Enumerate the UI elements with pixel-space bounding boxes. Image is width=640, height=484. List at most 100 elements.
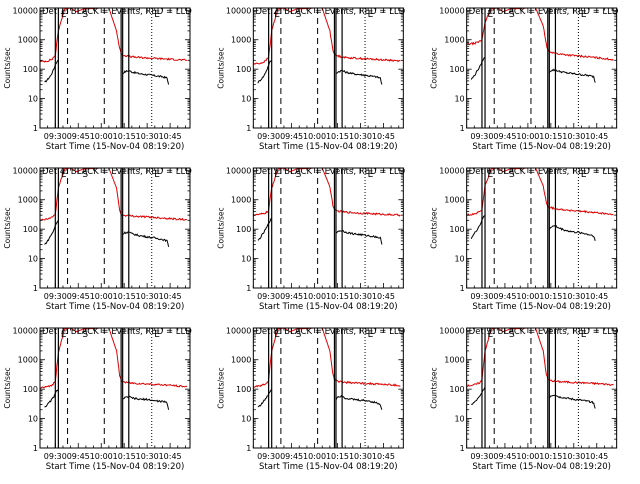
x-tick-label: 09:30 bbox=[44, 292, 67, 301]
x-tick-label: 10:30 bbox=[136, 292, 159, 301]
y-tick-label: 1 bbox=[246, 444, 251, 453]
x-tick-label: 09:30 bbox=[470, 292, 493, 301]
x-tick-label: 10:30 bbox=[136, 132, 159, 141]
y-tick-label: 10 bbox=[28, 255, 38, 264]
x-tick-label: 10:15 bbox=[113, 292, 136, 301]
marker-letter: E bbox=[488, 330, 494, 340]
plot-frame bbox=[466, 167, 618, 289]
x-tick-label: 10:00 bbox=[516, 292, 539, 301]
x-axis-label: Start Time (15-Nov-04 08:19:20) bbox=[46, 462, 185, 472]
y-tick-label: 1 bbox=[246, 124, 251, 133]
x-axis-label: Start Time (15-Nov-04 08:19:20) bbox=[259, 302, 398, 312]
plot-frame bbox=[466, 7, 618, 129]
y-tick-label: 10000 bbox=[226, 166, 251, 175]
x-tick-label: 09:45 bbox=[280, 292, 303, 301]
x-tick-label: 09:30 bbox=[257, 292, 280, 301]
y-axis-label: Counts/sec bbox=[3, 207, 12, 248]
y-tick-label: 100 bbox=[23, 65, 38, 74]
lld-series-line bbox=[253, 328, 401, 388]
marker-letter: E bbox=[154, 330, 160, 340]
marker-letter: E bbox=[368, 10, 374, 20]
marker-letter: S bbox=[82, 170, 88, 180]
y-tick-label: 1000 bbox=[18, 36, 38, 45]
x-tick-label: 09:30 bbox=[257, 452, 280, 461]
y-tick-label: 10000 bbox=[226, 326, 251, 335]
y-tick-label: 10000 bbox=[439, 166, 464, 175]
y-axis-label: Counts/sec bbox=[430, 367, 439, 408]
y-tick-label: 1000 bbox=[231, 356, 251, 365]
y-tick-label: 10 bbox=[28, 415, 38, 424]
marker-letter: E bbox=[274, 10, 280, 20]
marker-letter: E bbox=[581, 170, 587, 180]
plot-frame bbox=[252, 7, 404, 129]
x-axis-label: Start Time (15-Nov-04 08:19:20) bbox=[259, 142, 398, 152]
x-tick-label: 10:00 bbox=[303, 292, 326, 301]
marker-letter: S bbox=[82, 10, 88, 20]
marker-letter: E bbox=[61, 170, 67, 180]
marker-letter: E bbox=[368, 170, 374, 180]
plot-frame bbox=[39, 7, 191, 129]
x-tick-label: 10:45 bbox=[585, 132, 608, 141]
y-tick-label: 100 bbox=[23, 225, 38, 234]
y-axis-label: Counts/sec bbox=[216, 47, 225, 88]
x-tick-label: 10:30 bbox=[562, 292, 585, 301]
marker-letter: E bbox=[154, 170, 160, 180]
x-tick-label: 09:45 bbox=[493, 132, 516, 141]
marker-letter: S bbox=[509, 170, 515, 180]
y-tick-label: 1000 bbox=[18, 356, 38, 365]
y-tick-label: 100 bbox=[23, 385, 38, 394]
y-tick-label: 10000 bbox=[439, 6, 464, 15]
marker-letter: E bbox=[581, 330, 587, 340]
lld-series-line bbox=[466, 168, 614, 216]
marker-letter: E bbox=[274, 170, 280, 180]
events-series-line bbox=[44, 220, 170, 248]
plot-frame bbox=[466, 327, 618, 449]
x-tick-label: 10:45 bbox=[372, 132, 395, 141]
x-tick-label: 10:45 bbox=[585, 292, 608, 301]
x-tick-label: 10:30 bbox=[562, 132, 585, 141]
y-tick-label: 10 bbox=[454, 415, 464, 424]
plot-frame bbox=[252, 167, 404, 289]
y-tick-label: 1000 bbox=[231, 36, 251, 45]
x-tick-label: 09:45 bbox=[493, 452, 516, 461]
x-tick-label: 10:00 bbox=[90, 452, 113, 461]
plot-frame bbox=[252, 327, 404, 449]
marker-letter: S bbox=[509, 10, 515, 20]
x-tick-label: 10:30 bbox=[349, 292, 372, 301]
y-axis-label: Counts/sec bbox=[430, 47, 439, 88]
x-tick-label: 10:30 bbox=[562, 452, 585, 461]
x-axis-label: Start Time (15-Nov-04 08:19:20) bbox=[472, 142, 611, 152]
marker-letter: S bbox=[296, 330, 302, 340]
y-tick-label: 10 bbox=[241, 255, 251, 264]
x-tick-label: 10:30 bbox=[136, 452, 159, 461]
x-tick-label: 09:30 bbox=[257, 132, 280, 141]
y-tick-label: 10000 bbox=[13, 6, 38, 15]
lld-series-line bbox=[466, 8, 614, 61]
lld-series-line bbox=[40, 8, 188, 63]
y-tick-label: 10000 bbox=[13, 166, 38, 175]
y-tick-label: 10 bbox=[241, 415, 251, 424]
y-tick-label: 10 bbox=[454, 255, 464, 264]
y-tick-label: 10000 bbox=[439, 326, 464, 335]
x-axis-label: Start Time (15-Nov-04 08:19:20) bbox=[472, 302, 611, 312]
y-tick-label: 1 bbox=[246, 284, 251, 293]
y-tick-label: 1000 bbox=[444, 36, 464, 45]
y-axis-label: Counts/sec bbox=[3, 47, 12, 88]
events-series-line bbox=[257, 218, 383, 245]
marker-letter: E bbox=[581, 10, 587, 20]
x-axis-label: Start Time (15-Nov-04 08:19:20) bbox=[46, 142, 185, 152]
y-tick-label: 1 bbox=[460, 444, 465, 453]
x-tick-label: 10:45 bbox=[372, 452, 395, 461]
panel-title: Det 3: BLACK = Events, RED = LLD bbox=[469, 7, 619, 17]
x-tick-label: 10:15 bbox=[113, 452, 136, 461]
panel-title: Det 9: BLACK = Events, RED = LLD bbox=[469, 327, 619, 337]
